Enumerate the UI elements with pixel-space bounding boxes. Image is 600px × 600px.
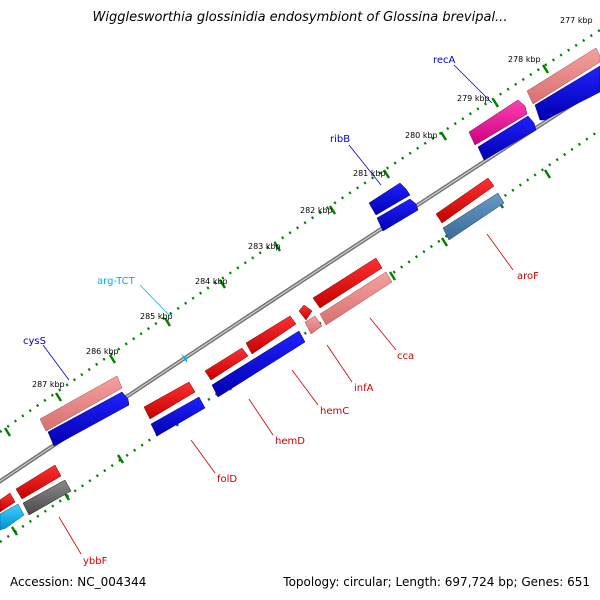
genome-summary-text: Topology: circular; Length: 697,724 bp; … bbox=[283, 575, 590, 589]
scale-labels: 277 kbp 278 kbp 279 kbp 280 kbp 281 kbp … bbox=[32, 16, 593, 389]
gene-arrow-fold[interactable] bbox=[143, 381, 196, 420]
gene-label-arof[interactable]: aroF bbox=[517, 271, 539, 282]
scale-label-284: 284 kbp bbox=[195, 277, 228, 286]
inner-gene-track-a bbox=[0, 177, 495, 513]
outer-tick-track bbox=[0, 28, 600, 434]
gene-arrow-reca[interactable] bbox=[468, 99, 528, 146]
scale-label-278: 278 kbp bbox=[508, 55, 541, 64]
gene-label-ybbf[interactable]: ybbF bbox=[83, 556, 108, 567]
gene-arrow[interactable] bbox=[204, 347, 249, 381]
gene-label-arg-tct[interactable]: arg-TCT bbox=[97, 276, 136, 287]
gene-arrow-hemc[interactable] bbox=[211, 330, 306, 398]
gene-arrow[interactable] bbox=[477, 115, 537, 161]
trna-marker-arg-tct[interactable] bbox=[181, 354, 187, 363]
gene-arrow[interactable] bbox=[0, 492, 16, 513]
gene-label-infa[interactable]: infA bbox=[354, 383, 374, 394]
scale-label-287: 287 kbp bbox=[32, 380, 65, 389]
scale-label-283: 283 kbp bbox=[248, 242, 281, 251]
scale-label-279: 279 kbp bbox=[457, 94, 490, 103]
gene-arrow[interactable] bbox=[312, 257, 383, 309]
scale-label-282: 282 kbp bbox=[300, 206, 333, 215]
scale-label-281: 281 kbp bbox=[353, 169, 386, 178]
gene-arrow-cca[interactable] bbox=[319, 271, 393, 326]
scale-label-286: 286 kbp bbox=[86, 347, 119, 356]
gene-arrow[interactable] bbox=[534, 65, 600, 121]
gene-arrow[interactable] bbox=[0, 503, 25, 531]
gene-arrow-hemd[interactable] bbox=[150, 396, 206, 437]
gene-arrow[interactable] bbox=[39, 375, 123, 432]
gene-label-fold[interactable]: folD bbox=[217, 474, 237, 485]
label-leaders bbox=[42, 64, 514, 555]
scale-label-285: 285 kbp bbox=[140, 312, 173, 321]
gene-arrow[interactable] bbox=[47, 391, 130, 447]
outer-gene-track-b bbox=[47, 65, 600, 447]
gene-label-cca[interactable]: cca bbox=[397, 351, 414, 362]
gene-arrow[interactable] bbox=[376, 198, 419, 232]
gene-arrow-ribb[interactable] bbox=[368, 182, 411, 216]
gene-label-cyss[interactable]: cysS bbox=[23, 336, 46, 347]
gene-arrow[interactable] bbox=[526, 47, 600, 105]
gene-arrow-infa[interactable] bbox=[298, 304, 313, 321]
gene-arrow-ybbf[interactable] bbox=[22, 479, 72, 516]
scale-label-277: 277 kbp bbox=[560, 16, 593, 25]
outer-major-ticks bbox=[3, 64, 550, 437]
inner-gene-track-b bbox=[0, 192, 505, 531]
map-title: Wigglesworthia glossinidia endosymbiont … bbox=[92, 10, 508, 25]
gene-arrow[interactable] bbox=[15, 464, 62, 500]
gene-label-hemd[interactable]: hemD bbox=[275, 436, 305, 447]
gene-arrow[interactable] bbox=[442, 192, 505, 241]
gene-arrow[interactable] bbox=[245, 315, 297, 355]
gene-labels: recA ribB arg-TCT cysS aroF cca infA hem… bbox=[23, 55, 539, 567]
accession-text: Accession: NC_004344 bbox=[10, 575, 147, 589]
gene-label-reca[interactable]: recA bbox=[433, 55, 456, 66]
gene-label-hemc[interactable]: hemC bbox=[320, 406, 349, 417]
scale-label-280: 280 kbp bbox=[405, 131, 438, 140]
gene-label-ribb[interactable]: ribB bbox=[330, 134, 350, 145]
outer-gene-track-a bbox=[39, 47, 600, 432]
gene-arrow[interactable] bbox=[304, 315, 323, 335]
gene-arrow-arof[interactable] bbox=[435, 177, 495, 224]
